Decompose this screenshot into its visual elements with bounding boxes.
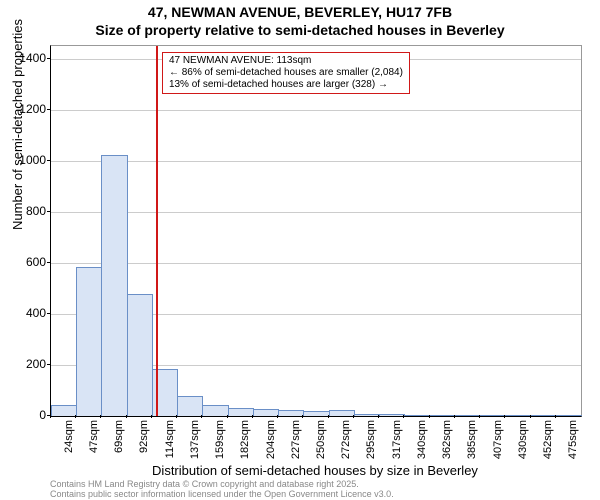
x-tick-label: 430sqm — [517, 420, 529, 460]
histogram-bar — [76, 267, 102, 416]
y-tick-label: 1200 — [6, 102, 46, 116]
annotation-line: 13% of semi-detached houses are larger (… — [169, 79, 403, 91]
y-tick-label: 0 — [6, 408, 46, 422]
x-tick-label: 250sqm — [315, 420, 327, 460]
x-tick-mark — [530, 415, 531, 418]
x-tick-mark — [378, 415, 379, 418]
x-tick-label: 407sqm — [492, 420, 504, 460]
x-tick-label: 452sqm — [542, 420, 554, 460]
histogram-bar — [455, 415, 481, 416]
x-tick-label: 362sqm — [441, 420, 453, 460]
x-tick-mark — [126, 415, 127, 418]
x-tick-mark — [50, 415, 51, 418]
x-tick-mark — [277, 415, 278, 418]
y-tick-label: 800 — [6, 204, 46, 218]
y-tick-label: 1400 — [6, 51, 46, 65]
marker-annotation: 47 NEWMAN AVENUE: 113sqm← 86% of semi-de… — [162, 52, 410, 94]
footer-line-2: Contains public sector information licen… — [50, 490, 394, 500]
histogram-bar — [51, 405, 77, 416]
x-tick-mark — [454, 415, 455, 418]
x-tick-mark — [252, 415, 253, 418]
x-tick-label: 204sqm — [265, 420, 277, 460]
y-tick-mark — [47, 109, 50, 110]
x-tick-mark — [504, 415, 505, 418]
x-tick-label: 475sqm — [567, 420, 579, 460]
annotation-line: 47 NEWMAN AVENUE: 113sqm — [169, 55, 403, 67]
x-tick-mark — [176, 415, 177, 418]
histogram-bar — [505, 415, 531, 416]
y-tick-label: 1000 — [6, 153, 46, 167]
x-tick-label: 182sqm — [239, 420, 251, 460]
x-axis-title: Distribution of semi-detached houses by … — [50, 463, 580, 478]
x-tick-label: 92sqm — [138, 420, 150, 460]
x-tick-mark — [328, 415, 329, 418]
plot-area: 47 NEWMAN AVENUE: 113sqm← 86% of semi-de… — [50, 45, 582, 417]
x-tick-label: 340sqm — [416, 420, 428, 460]
attribution-footer: Contains HM Land Registry data © Crown c… — [50, 480, 394, 500]
y-tick-label: 200 — [6, 357, 46, 371]
annotation-line: ← 86% of semi-detached houses are smalle… — [169, 67, 403, 79]
y-tick-mark — [47, 211, 50, 212]
y-tick-label: 400 — [6, 306, 46, 320]
chart-title-sub: Size of property relative to semi-detach… — [0, 22, 600, 38]
histogram-bar — [531, 415, 557, 416]
histogram-bar — [253, 409, 279, 416]
y-tick-mark — [47, 262, 50, 263]
y-tick-mark — [47, 160, 50, 161]
y-tick-mark — [47, 364, 50, 365]
histogram-bar — [278, 410, 304, 416]
gridline — [51, 212, 581, 213]
x-tick-mark — [302, 415, 303, 418]
y-tick-mark — [47, 58, 50, 59]
x-tick-label: 272sqm — [340, 420, 352, 460]
histogram-bar — [379, 414, 405, 416]
x-tick-mark — [479, 415, 480, 418]
histogram-bar — [480, 415, 506, 416]
gridline — [51, 161, 581, 162]
x-tick-label: 317sqm — [391, 420, 403, 460]
property-marker-line — [156, 46, 158, 416]
histogram-bar — [354, 414, 380, 416]
gridline — [51, 263, 581, 264]
x-tick-mark — [75, 415, 76, 418]
x-tick-mark — [429, 415, 430, 418]
gridline — [51, 110, 581, 111]
histogram-bar — [127, 294, 153, 416]
histogram-bar — [404, 415, 430, 417]
histogram-bar — [101, 155, 127, 416]
x-tick-mark — [555, 415, 556, 418]
x-tick-label: 137sqm — [189, 420, 201, 460]
y-tick-mark — [47, 313, 50, 314]
histogram-bar — [329, 410, 355, 416]
x-tick-mark — [227, 415, 228, 418]
histogram-bar — [228, 408, 254, 416]
histogram-bar — [556, 415, 582, 416]
x-tick-label: 227sqm — [290, 420, 302, 460]
histogram-bar — [430, 415, 456, 416]
x-tick-label: 295sqm — [365, 420, 377, 460]
x-tick-mark — [100, 415, 101, 418]
x-tick-label: 24sqm — [63, 420, 75, 460]
x-tick-label: 114sqm — [164, 420, 176, 460]
x-tick-mark — [403, 415, 404, 418]
histogram-bar — [303, 411, 329, 416]
x-tick-mark — [151, 415, 152, 418]
x-tick-label: 47sqm — [88, 420, 100, 460]
x-tick-label: 69sqm — [113, 420, 125, 460]
chart-title-main: 47, NEWMAN AVENUE, BEVERLEY, HU17 7FB — [0, 4, 600, 20]
x-tick-label: 159sqm — [214, 420, 226, 460]
x-tick-mark — [201, 415, 202, 418]
x-tick-mark — [353, 415, 354, 418]
y-tick-label: 600 — [6, 255, 46, 269]
histogram-chart: 47, NEWMAN AVENUE, BEVERLEY, HU17 7FB Si… — [0, 0, 600, 500]
x-tick-label: 385sqm — [466, 420, 478, 460]
histogram-bar — [202, 405, 228, 416]
histogram-bar — [177, 396, 203, 416]
